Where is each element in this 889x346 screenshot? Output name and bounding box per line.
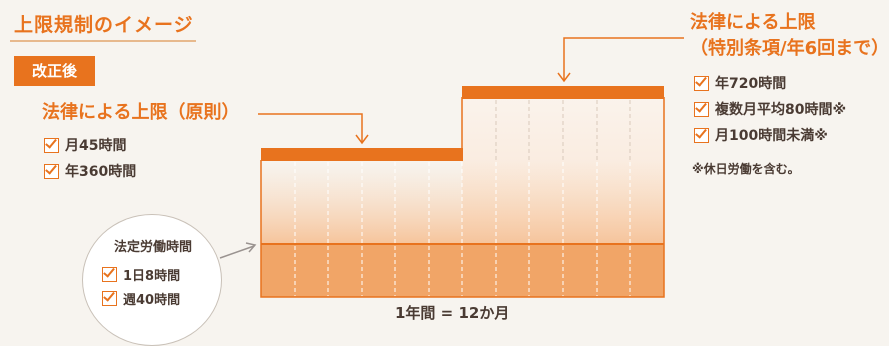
statutory-hours-list: 1日8時間 週40時間 — [102, 262, 180, 310]
special-item-monthly: 月100時間未満※ — [715, 128, 828, 144]
list-item: 月45時間 — [44, 132, 136, 158]
list-item: 年720時間 — [694, 70, 846, 96]
principle-limit-heading: 法律による上限（原則） — [42, 102, 240, 123]
special-limit-heading: 法律による上限 （特別条項/年6回まで） — [690, 10, 889, 62]
statutory-arrow — [219, 245, 255, 259]
checkbox-icon — [44, 163, 59, 179]
statutory-hours-title: 法定労働時間 — [113, 240, 192, 255]
statutory-item-weekly: 週40時間 — [123, 292, 181, 308]
checkbox-icon — [694, 75, 709, 91]
list-item: 複数月平均80時間※ — [694, 96, 846, 122]
holiday-note: ※休日労働を含む。 — [692, 162, 800, 176]
principle-limit-list: 月45時間 年360時間 — [44, 132, 136, 184]
diagram-title: 上限規制のイメージ — [14, 14, 194, 36]
statutory-arrow-head — [245, 242, 257, 253]
principle-limit-bar — [261, 148, 463, 161]
period-axis-label: 1年間 = 12か月 — [395, 304, 510, 322]
list-item: 月100時間未満※ — [694, 122, 846, 148]
special-heading-line1: 法律による上限 — [690, 12, 816, 33]
checkbox-icon — [694, 127, 709, 143]
special-arrow-head — [557, 72, 571, 83]
principle-item-yearly: 年360時間 — [65, 164, 137, 180]
month-dividers — [294, 162, 631, 296]
special-item-yearly: 年720時間 — [715, 76, 787, 92]
list-item: 1日8時間 — [102, 262, 180, 286]
principle-range-area — [261, 160, 664, 244]
special-heading-line2: （特別条項/年6回まで） — [690, 38, 889, 59]
checkbox-icon — [44, 137, 59, 153]
list-item: 週40時間 — [102, 286, 180, 310]
special-limit-bar — [462, 86, 664, 99]
statutory-item-daily: 1日8時間 — [123, 268, 181, 284]
special-arrow — [563, 37, 684, 80]
month-dividers-upper — [495, 100, 631, 160]
principle-arrow — [258, 113, 363, 142]
principle-arrow-head — [355, 134, 369, 145]
principle-item-monthly: 月45時間 — [65, 138, 127, 154]
title-underline — [10, 40, 196, 42]
special-limit-list: 年720時間 複数月平均80時間※ 月100時間未満※ — [694, 70, 846, 148]
list-item: 年360時間 — [44, 158, 136, 184]
checkbox-icon — [694, 101, 709, 117]
revision-badge: 改正後 — [14, 56, 95, 86]
checkbox-icon — [102, 266, 117, 282]
special-item-average: 複数月平均80時間※ — [715, 102, 847, 118]
checkbox-icon — [102, 290, 117, 306]
